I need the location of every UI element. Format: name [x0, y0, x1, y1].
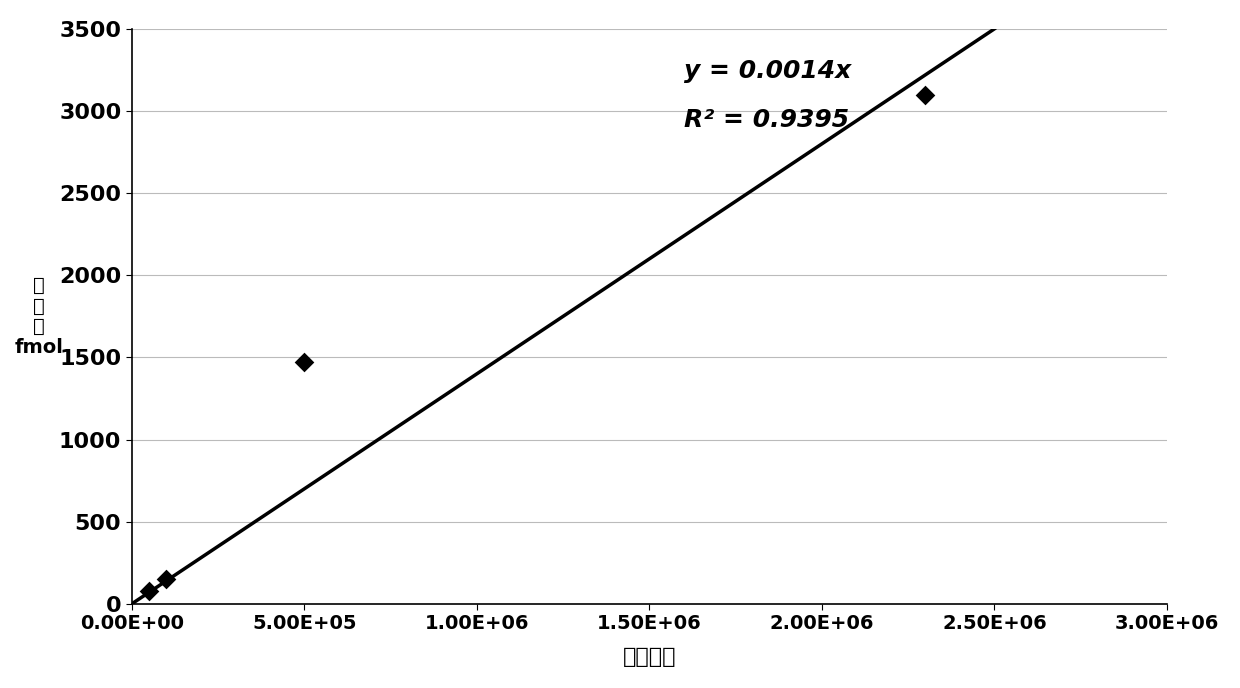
- Text: 摄
尔
量
fmol: 摄 尔 量 fmol: [14, 276, 63, 356]
- Text: y = 0.0014x: y = 0.0014x: [684, 59, 851, 83]
- Point: [915, 89, 935, 100]
- Text: R² = 0.9395: R² = 0.9395: [684, 109, 849, 132]
- Point: [294, 357, 314, 368]
- X-axis label: 特征信息: 特征信息: [622, 647, 676, 667]
- Point: [156, 574, 176, 585]
- Point: [139, 585, 159, 596]
